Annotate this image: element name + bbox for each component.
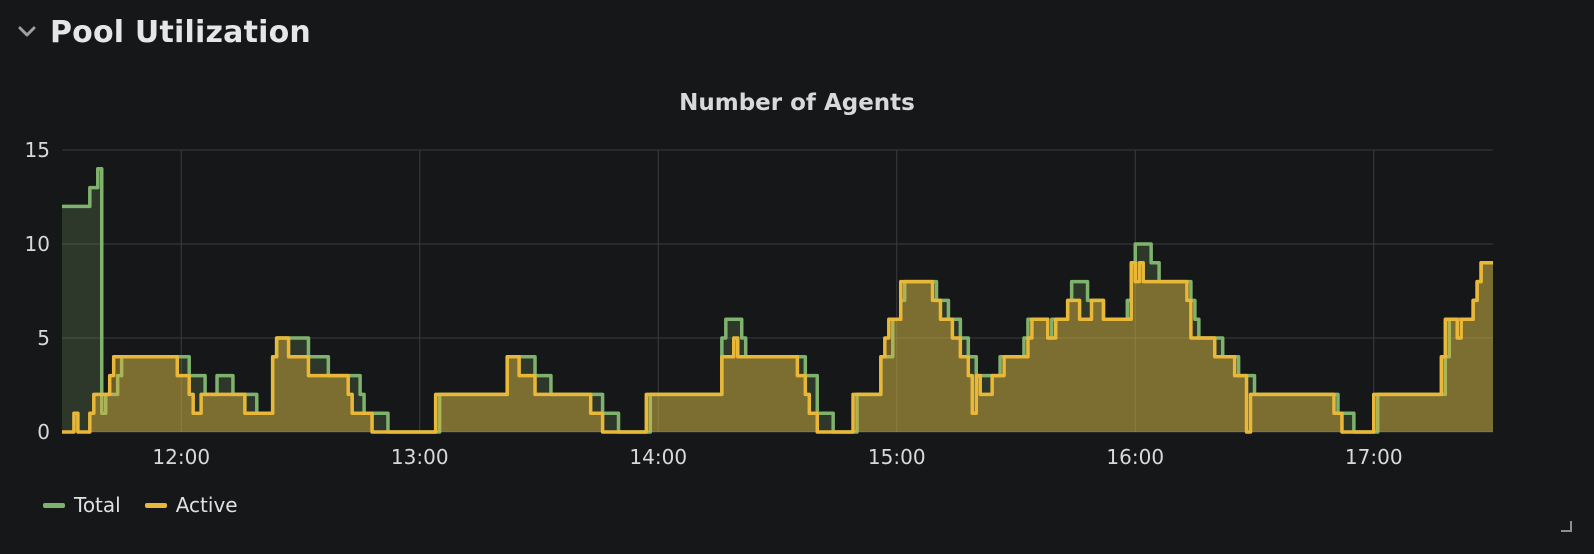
x-tick-label: 17:00 (1345, 445, 1403, 469)
x-tick-label: 14:00 (629, 445, 687, 469)
resize-handle-icon[interactable] (1561, 521, 1572, 532)
row-header[interactable]: Pool Utilization (16, 10, 311, 54)
series-area-total (62, 168, 1493, 433)
panel-title[interactable]: Number of Agents (679, 90, 915, 116)
y-tick-label: 15 (25, 138, 50, 162)
series-line-active[interactable] (62, 261, 1493, 434)
legend-swatch-active (144, 502, 167, 508)
x-tick-label: 15:00 (868, 445, 926, 469)
x-tick-label: 12:00 (152, 445, 210, 469)
y-tick-label: 5 (37, 326, 50, 350)
legend-label-total: Total (74, 493, 121, 517)
row-title: Pool Utilization (50, 14, 311, 50)
legend-swatch-total (43, 502, 65, 508)
chart-legend: Total Active (43, 493, 238, 517)
legend-item-active[interactable]: Active (144, 493, 238, 517)
x-tick-label: 16:00 (1106, 445, 1164, 469)
legend-item-total[interactable]: Total (43, 493, 121, 517)
graph-panel: Number of Agents 0 5 10 15 12:00 13:00 14:00 15… (10, 80, 1584, 544)
series-area-active (62, 262, 1493, 432)
chart-plot: 0 5 10 15 12:00 13:00 14:00 15:00 16:00 17:00 (25, 138, 1493, 469)
legend-label-active: Active (175, 493, 238, 517)
y-tick-label: 10 (25, 232, 50, 256)
y-tick-label: 0 (37, 420, 50, 444)
x-tick-label: 13:00 (391, 445, 449, 469)
chevron-down-icon[interactable] (16, 21, 38, 43)
